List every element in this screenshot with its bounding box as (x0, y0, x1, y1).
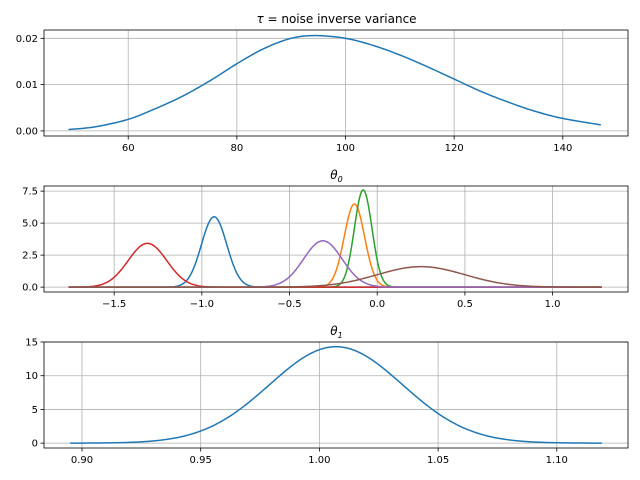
theta1-title-symbol: θ (330, 324, 338, 338)
theta0-axis-ticks: −1.5 −1.0 −0.5 0.0 0.5 1.0 0.0 2.5 5.0 7.5 (22, 187, 560, 310)
tau-x-tick-label: 120 (445, 143, 464, 154)
theta0-panel: θ0 −1.5 −1.0 −0.5 0.0 0.5 1.0 0.0 2.5 5.0 7.5 (22, 168, 629, 310)
theta1-x-tick-label: 1.10 (546, 455, 568, 466)
theta1-x-tick-label: 0.90 (71, 455, 93, 466)
theta1-series-line-0 (70, 345, 602, 444)
theta0-y-tick-label: 0.0 (22, 283, 38, 294)
tau-panel-title: τ = noise inverse variance (256, 12, 416, 26)
theta1-plot-area (70, 345, 602, 444)
theta0-axes-frame (43, 185, 629, 293)
theta0-x-tick-label: 0.0 (369, 299, 385, 310)
theta0-title-subscript: 0 (338, 175, 343, 184)
theta1-y-tick-label: 15 (25, 338, 38, 349)
theta0-x-tick-label: 0.5 (457, 299, 473, 310)
theta0-series-line-4 (68, 240, 602, 288)
theta1-axes-frame (43, 341, 629, 449)
theta1-title-subscript: 1 (338, 331, 343, 340)
theta1-x-tick-label: 0.95 (190, 455, 212, 466)
theta0-x-tick-label: −1.5 (102, 299, 126, 310)
theta1-y-tick-label: 10 (25, 371, 38, 382)
theta0-y-tick-label: 5.0 (22, 219, 38, 230)
tau-x-tick-label: 80 (230, 143, 243, 154)
tau-title-rest: = noise inverse variance (264, 12, 417, 26)
theta1-x-tick-label: 1.00 (308, 455, 330, 466)
theta1-panel-title: θ1 (330, 324, 342, 340)
theta0-plot-area (68, 189, 602, 288)
tau-y-tick-label: 0.00 (16, 126, 38, 137)
theta0-y-tick-label: 7.5 (22, 187, 38, 198)
theta0-series-line-1 (68, 203, 602, 288)
theta1-gridlines (44, 341, 628, 448)
theta0-panel-title: θ0 (330, 168, 342, 184)
tau-y-tick-label: 0.01 (16, 80, 38, 91)
theta0-x-tick-label: −0.5 (277, 299, 301, 310)
theta0-x-tick-label: 1.0 (545, 299, 561, 310)
theta1-panel: θ1 0.90 0.95 1.00 1.05 1.10 0 5 10 15 (25, 324, 629, 467)
tau-x-tick-label: 100 (336, 143, 355, 154)
tau-gridlines (44, 30, 628, 136)
theta1-y-tick-label: 0 (32, 439, 38, 450)
theta1-axis-ticks: 0.90 0.95 1.00 1.05 1.10 0 5 10 15 (25, 338, 568, 467)
theta1-y-tick-label: 5 (32, 405, 38, 416)
tau-axes-frame (43, 29, 629, 137)
theta0-title-symbol: θ (330, 168, 338, 182)
tau-panel: τ = noise inverse variance 60 80 100 120 140… (16, 12, 629, 154)
theta1-x-tick-label: 1.05 (427, 455, 449, 466)
tau-title-symbol: τ (256, 12, 264, 26)
tau-y-tick-label: 0.02 (16, 34, 38, 45)
tau-axis-ticks: 60 80 100 120 140 0.00 0.01 0.02 (16, 34, 573, 154)
tau-series-line-0 (68, 34, 601, 131)
theta0-x-tick-label: −1.0 (190, 299, 214, 310)
tau-x-tick-label: 140 (553, 143, 572, 154)
theta0-series-line-0 (68, 215, 602, 288)
tau-plot-area (68, 34, 601, 131)
tau-x-tick-label: 60 (122, 143, 135, 154)
theta0-y-tick-label: 2.5 (22, 251, 38, 262)
theta0-series-line-5 (68, 265, 602, 288)
theta0-gridlines (44, 186, 628, 292)
